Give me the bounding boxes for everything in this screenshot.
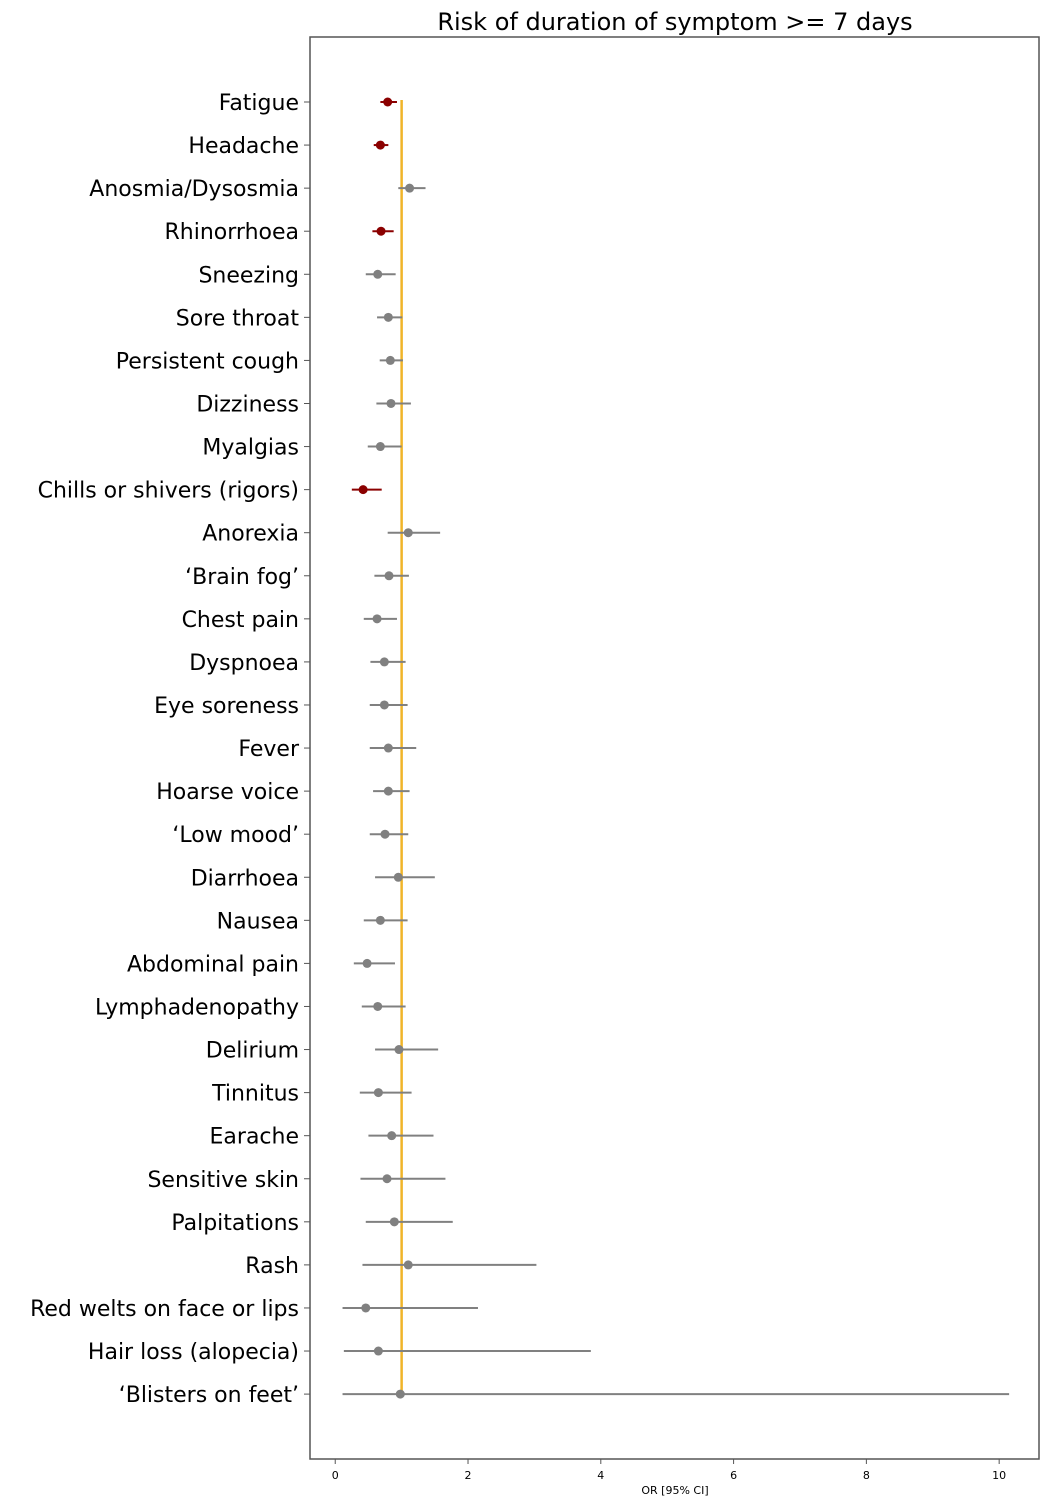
odds-ratio-point	[373, 1346, 383, 1356]
y-category-label: Eye soreness	[154, 694, 299, 719]
x-tick-label: 4	[597, 1469, 604, 1482]
x-tick-label: 0	[332, 1469, 339, 1482]
odds-ratio-point	[361, 1303, 371, 1313]
odds-ratio-point	[358, 485, 368, 495]
y-category-label: Delirium	[206, 1039, 299, 1064]
y-category-label: Abdominal pain	[127, 952, 299, 977]
odds-ratio-point	[375, 442, 385, 452]
odds-ratio-point	[376, 226, 386, 236]
y-category-label: Rhinorrhoea	[165, 220, 299, 245]
y-category-label: Anorexia	[202, 522, 299, 547]
y-category-label: Tinnitus	[211, 1082, 299, 1107]
y-category-label: Dyspnoea	[189, 651, 299, 676]
y-category-label: Sneezing	[198, 263, 299, 288]
odds-ratio-point	[403, 528, 413, 538]
x-tick-label: 6	[730, 1469, 737, 1482]
y-category-label: Hair loss (alopecia)	[88, 1340, 299, 1365]
odds-ratio-point	[386, 398, 396, 408]
y-category-label: Lymphadenopathy	[95, 995, 299, 1020]
y-category-label: ‘Brain fog’	[185, 565, 299, 590]
odds-ratio-point	[395, 1389, 405, 1399]
odds-ratio-point	[372, 614, 382, 624]
odds-ratio-point	[379, 657, 389, 667]
y-category-label: Earache	[210, 1125, 299, 1150]
y-category-label: Chest pain	[182, 608, 299, 633]
y-category-label: Palpitations	[171, 1211, 299, 1236]
x-tick-label: 2	[465, 1469, 472, 1482]
y-category-label: Anosmia/Dysosmia	[89, 177, 299, 202]
y-category-label: Persistent cough	[116, 349, 299, 374]
y-category-label: Dizziness	[196, 392, 299, 417]
odds-ratio-point	[403, 1260, 413, 1270]
y-category-label: Fever	[238, 737, 300, 762]
odds-ratio-point	[373, 1088, 383, 1098]
odds-ratio-point	[383, 786, 393, 796]
y-category-label: Diarrhoea	[191, 866, 299, 891]
y-category-label: Sensitive skin	[147, 1168, 299, 1193]
odds-ratio-point	[383, 97, 393, 107]
y-category-label: Chills or shivers (rigors)	[38, 479, 299, 504]
y-category-label: Hoarse voice	[156, 780, 299, 805]
y-category-label: Fatigue	[219, 91, 299, 116]
odds-ratio-point	[384, 571, 394, 581]
y-category-label: Nausea	[217, 909, 299, 934]
odds-ratio-point	[387, 1131, 397, 1141]
odds-ratio-point	[373, 1001, 383, 1011]
odds-ratio-point	[383, 312, 393, 322]
y-category-label: Rash	[245, 1254, 299, 1279]
odds-ratio-point	[394, 1045, 404, 1055]
odds-ratio-point	[375, 915, 385, 925]
chart-title: Risk of duration of symptom >= 7 days	[437, 8, 912, 36]
y-category-label: ‘Blisters on feet’	[119, 1383, 299, 1408]
odds-ratio-point	[382, 1174, 392, 1184]
y-category-label: ‘Low mood’	[172, 823, 299, 848]
odds-ratio-point	[375, 140, 385, 150]
y-category-label: Red welts on face or lips	[30, 1297, 299, 1322]
y-category-label: Myalgias	[202, 436, 299, 461]
odds-ratio-point	[393, 872, 403, 882]
y-category-label: Headache	[188, 134, 299, 159]
odds-ratio-point	[373, 269, 383, 279]
plot-frame	[309, 36, 1040, 1460]
odds-ratio-point	[405, 183, 415, 193]
y-category-label: Sore throat	[176, 306, 300, 331]
odds-ratio-point	[389, 1217, 399, 1227]
x-tick-label: 8	[863, 1469, 870, 1482]
odds-ratio-point	[380, 829, 390, 839]
odds-ratio-point	[362, 958, 372, 968]
odds-ratio-point	[379, 700, 389, 710]
odds-ratio-point	[385, 355, 395, 365]
x-axis-label: OR [95% CI]	[641, 1484, 708, 1497]
x-tick-label: 10	[992, 1469, 1006, 1482]
odds-ratio-point	[383, 743, 393, 753]
